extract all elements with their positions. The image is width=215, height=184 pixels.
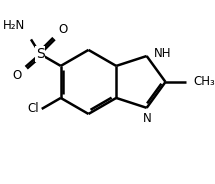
Text: NH: NH: [154, 47, 172, 60]
Text: O: O: [58, 23, 68, 36]
Text: CH₃: CH₃: [193, 75, 215, 89]
Text: H₂N: H₂N: [3, 19, 26, 32]
Text: S: S: [36, 47, 45, 61]
Text: Cl: Cl: [27, 102, 39, 115]
Text: O: O: [13, 69, 22, 82]
Text: N: N: [143, 112, 152, 125]
